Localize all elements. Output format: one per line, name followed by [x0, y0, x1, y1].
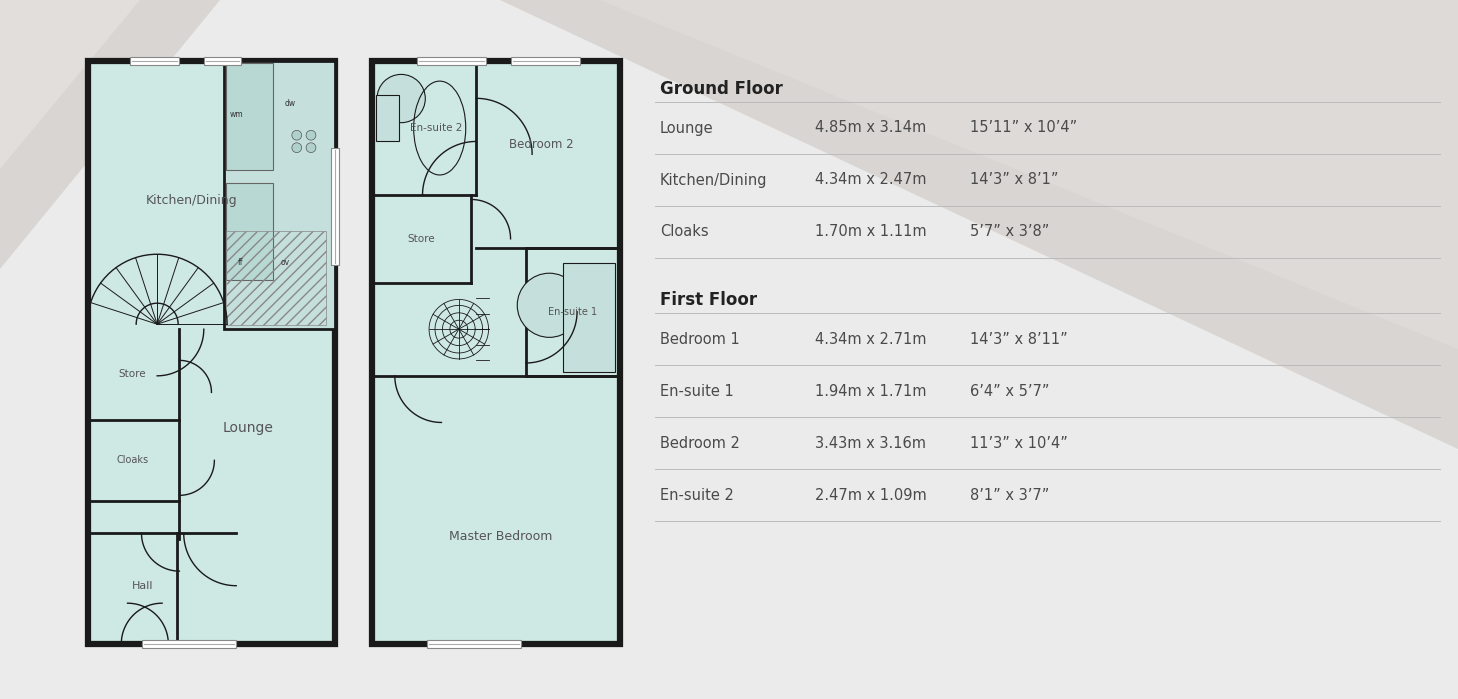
- Bar: [143, 640, 236, 648]
- Bar: [226, 231, 327, 325]
- Bar: [87, 61, 335, 644]
- Text: 4.85m x 3.14m: 4.85m x 3.14m: [815, 120, 926, 136]
- Circle shape: [292, 143, 302, 152]
- Text: Store: Store: [408, 233, 436, 244]
- Text: Cloaks: Cloaks: [660, 224, 709, 240]
- Text: wm: wm: [229, 110, 243, 119]
- Text: Kitchen/Dining: Kitchen/Dining: [146, 194, 238, 208]
- Text: Bedroom 1: Bedroom 1: [660, 331, 739, 347]
- Text: En-suite 2: En-suite 2: [410, 123, 462, 133]
- Circle shape: [306, 130, 316, 140]
- Bar: [376, 94, 399, 141]
- Circle shape: [292, 130, 302, 140]
- Text: Lounge: Lounge: [660, 120, 713, 136]
- Text: 14’3” x 8’1”: 14’3” x 8’1”: [970, 173, 1059, 187]
- Text: Lounge: Lounge: [223, 421, 274, 435]
- Circle shape: [306, 143, 316, 152]
- Bar: [331, 148, 340, 265]
- Text: Master Bedroom: Master Bedroom: [449, 531, 553, 543]
- Bar: [130, 57, 179, 65]
- Polygon shape: [0, 0, 220, 269]
- Polygon shape: [601, 0, 1458, 349]
- Polygon shape: [0, 0, 140, 169]
- Text: Cloaks: Cloaks: [117, 455, 149, 466]
- Bar: [226, 183, 273, 280]
- Text: 5’7” x 3’8”: 5’7” x 3’8”: [970, 224, 1050, 240]
- Bar: [226, 63, 273, 171]
- Bar: [563, 263, 615, 372]
- Text: 8’1” x 3’7”: 8’1” x 3’7”: [970, 487, 1050, 503]
- Text: dw: dw: [284, 99, 296, 108]
- Bar: [225, 61, 335, 329]
- Text: 6’4” x 5’7”: 6’4” x 5’7”: [970, 384, 1050, 398]
- Text: En-suite 1: En-suite 1: [548, 307, 598, 317]
- Text: Bedroom 2: Bedroom 2: [509, 138, 573, 152]
- Text: 1.94m x 1.71m: 1.94m x 1.71m: [815, 384, 926, 398]
- Text: 3.43m x 3.16m: 3.43m x 3.16m: [815, 435, 926, 450]
- Text: ov: ov: [280, 258, 290, 266]
- Text: 15’11” x 10’4”: 15’11” x 10’4”: [970, 120, 1077, 136]
- Text: 4.34m x 2.47m: 4.34m x 2.47m: [815, 173, 926, 187]
- Text: En-suite 2: En-suite 2: [660, 487, 733, 503]
- Text: Kitchen/Dining: Kitchen/Dining: [660, 173, 767, 187]
- Bar: [417, 57, 486, 65]
- Bar: [204, 57, 241, 65]
- Text: Hall: Hall: [131, 581, 153, 591]
- Text: 4.34m x 2.71m: 4.34m x 2.71m: [815, 331, 926, 347]
- Bar: [372, 61, 620, 644]
- Text: ff: ff: [238, 258, 243, 266]
- Bar: [427, 640, 521, 648]
- Text: 11’3” x 10’4”: 11’3” x 10’4”: [970, 435, 1067, 450]
- Polygon shape: [500, 0, 1458, 449]
- Circle shape: [378, 74, 426, 123]
- Circle shape: [518, 273, 582, 338]
- Text: Ground Floor: Ground Floor: [660, 80, 783, 98]
- Text: First Floor: First Floor: [660, 291, 757, 309]
- Text: En-suite 1: En-suite 1: [660, 384, 733, 398]
- Text: 2.47m x 1.09m: 2.47m x 1.09m: [815, 487, 927, 503]
- Text: Bedroom 2: Bedroom 2: [660, 435, 739, 450]
- Text: 1.70m x 1.11m: 1.70m x 1.11m: [815, 224, 927, 240]
- Text: 14’3” x 8’11”: 14’3” x 8’11”: [970, 331, 1067, 347]
- Bar: [510, 57, 580, 65]
- Text: Store: Store: [118, 369, 146, 380]
